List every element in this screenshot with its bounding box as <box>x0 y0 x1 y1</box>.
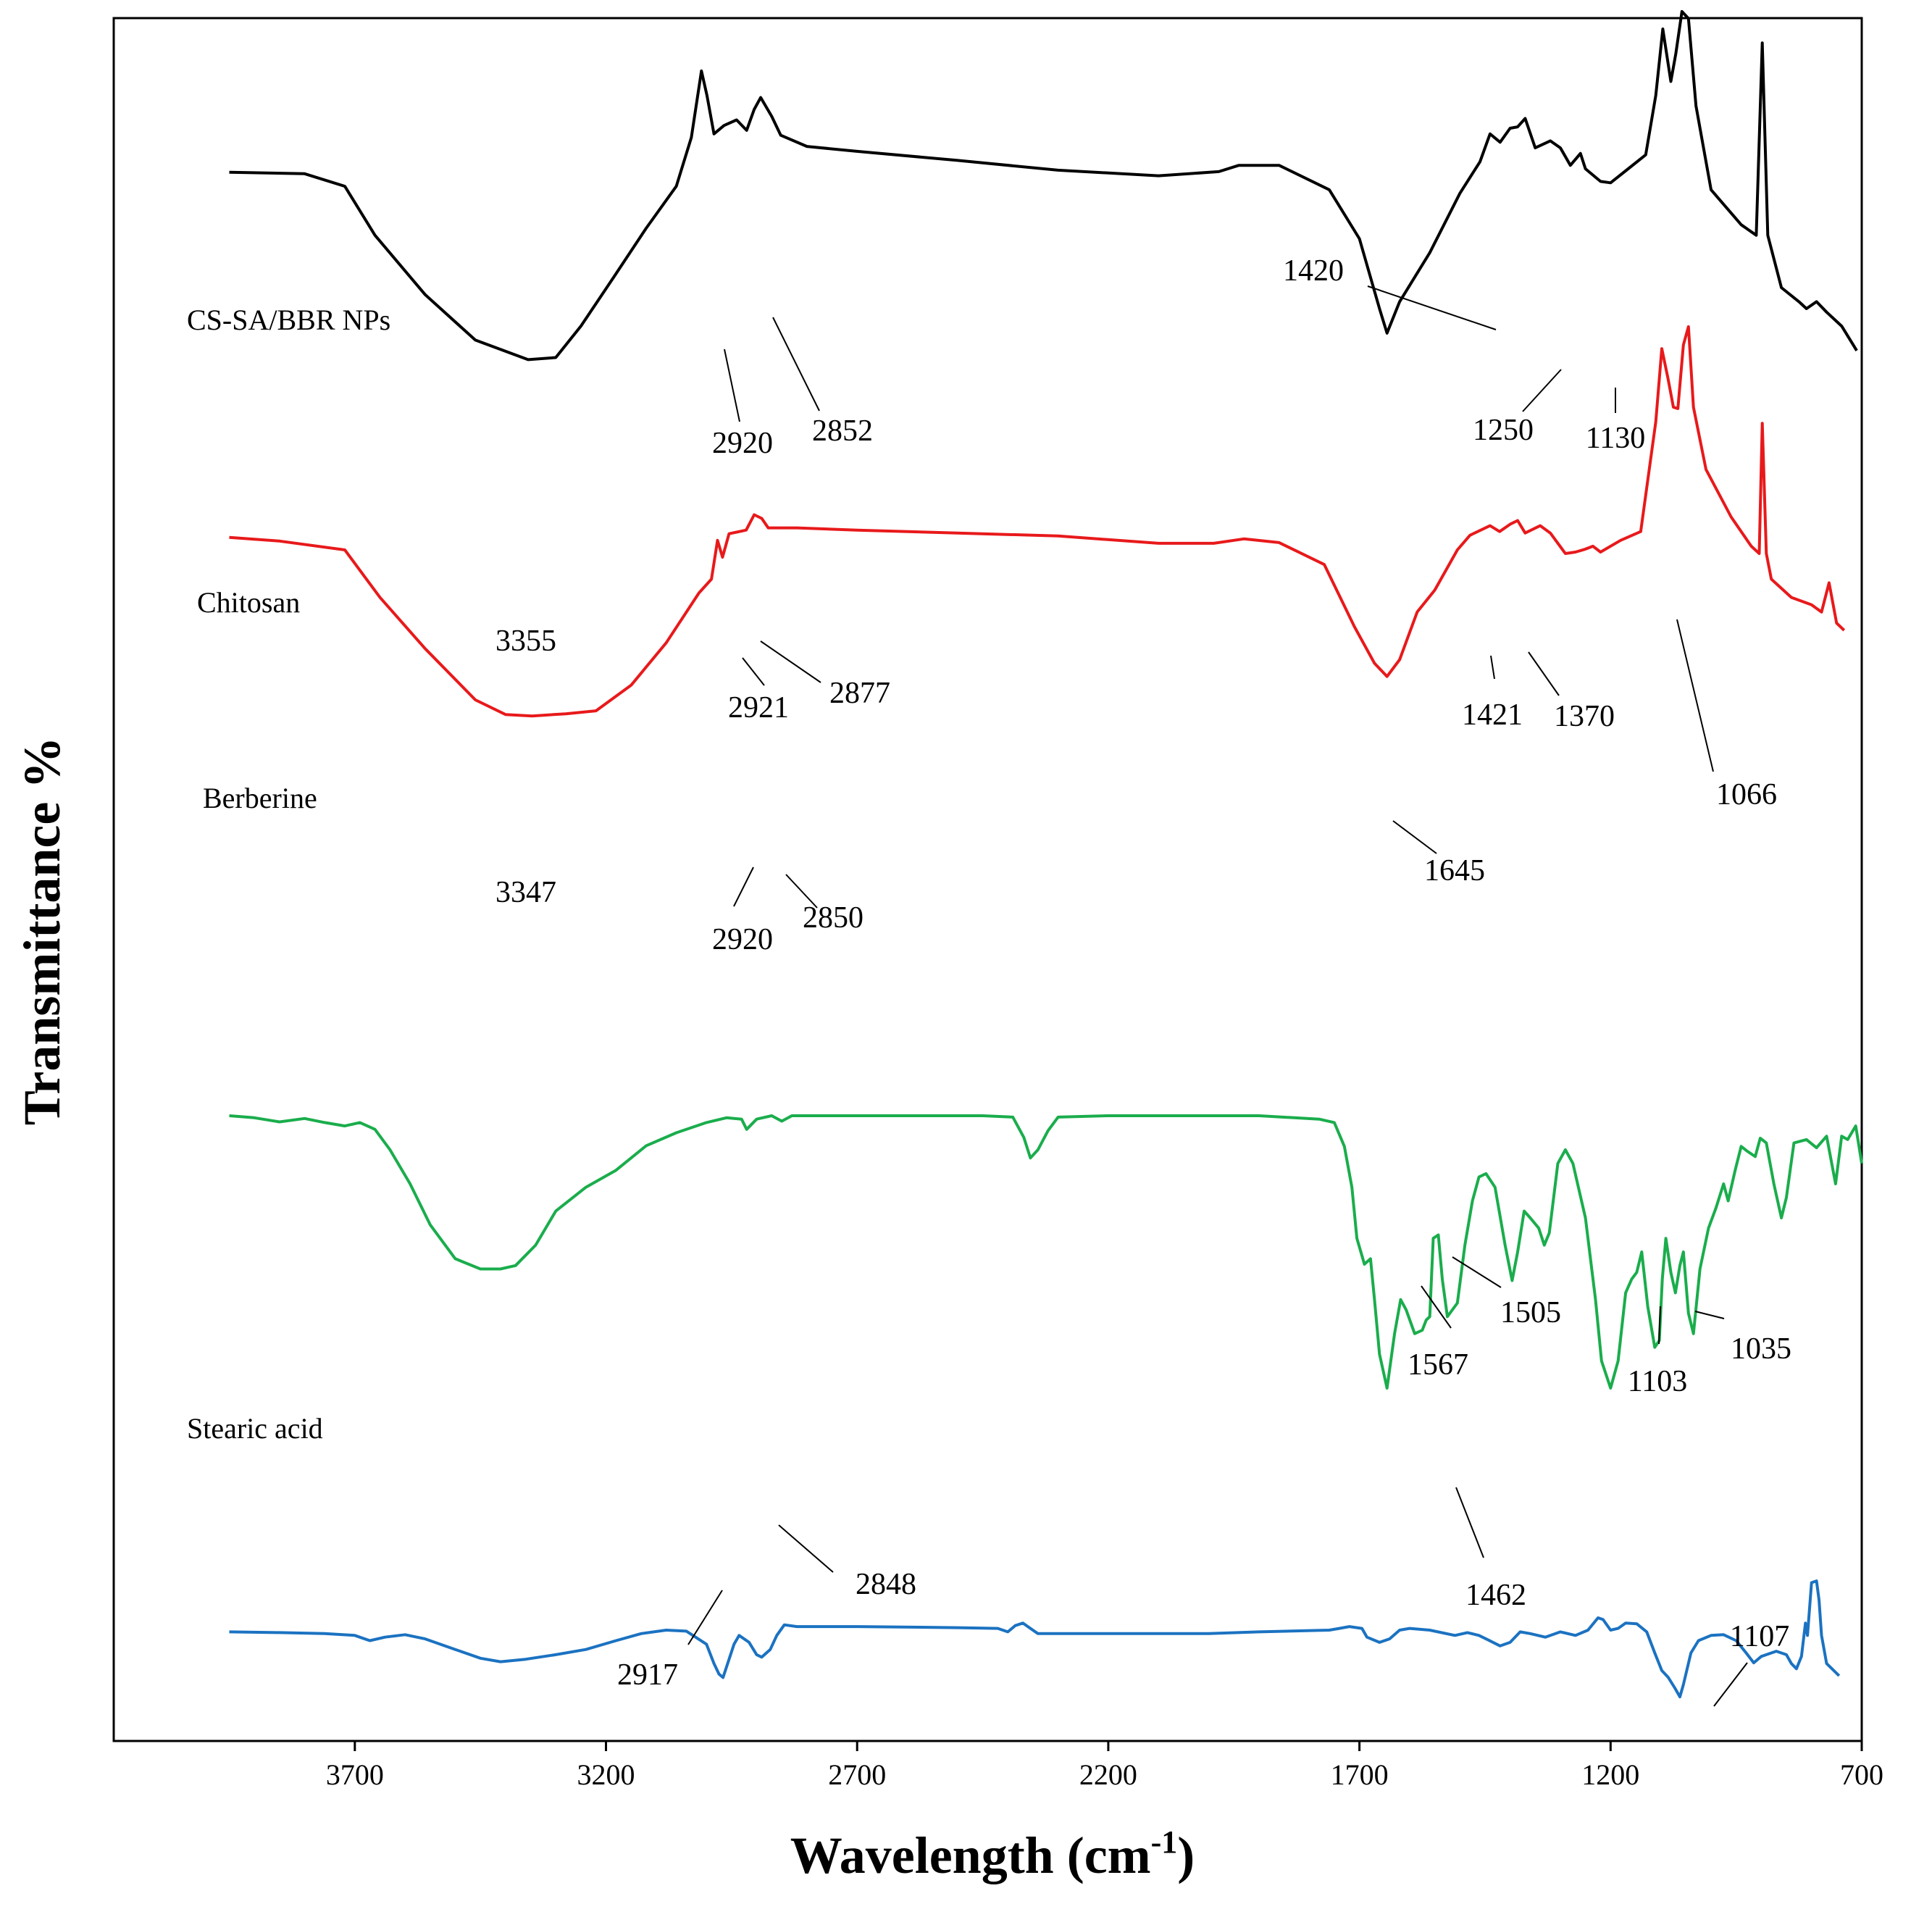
annotation-leader <box>1522 369 1562 412</box>
peak-annotation: 2917 <box>617 1658 678 1692</box>
peak-annotation: 1462 <box>1465 1579 1526 1612</box>
series-labels: CS-SA/BBR NPs Chitosan Berberine Stearic ac… <box>187 304 390 1445</box>
series-line-4 <box>229 1579 1841 1699</box>
annotation-leader <box>1421 1285 1452 1329</box>
annotation-leader <box>687 1590 723 1645</box>
annotation-leader <box>1713 1662 1748 1707</box>
annotation-leader <box>1490 655 1495 680</box>
series-label: CS-SA/BBR NPs <box>187 304 390 336</box>
peak-annotation: 2920 <box>712 427 773 460</box>
annotation-leader <box>785 874 818 909</box>
peak-annotations: 3355 2920 2852 1420 1250 1130 3347 2921 2877 1421… <box>495 254 1791 1707</box>
annotation-leader <box>1367 285 1497 330</box>
x-tick-label: 3200 <box>577 1758 635 1791</box>
plot-frame <box>112 17 1863 1742</box>
peak-annotation: 2850 <box>803 901 863 935</box>
annotation-leader <box>1455 1487 1484 1558</box>
series-line-3 <box>229 1114 1863 1390</box>
peak-annotation: 3355 <box>495 625 556 658</box>
peak-annotation: 1567 <box>1408 1348 1468 1382</box>
x-tick-label: 3700 <box>326 1758 384 1791</box>
peak-annotation: 3347 <box>495 876 556 909</box>
peak-annotation: 1420 <box>1283 254 1344 288</box>
annotation-leader <box>1676 619 1714 772</box>
peak-annotation: 2848 <box>856 1568 916 1601</box>
series-line-1 <box>229 9 1858 362</box>
series-lines <box>229 9 1863 1699</box>
peak-annotation: 1250 <box>1473 414 1534 447</box>
annotation-leader <box>724 348 740 422</box>
peak-annotation: 1107 <box>1730 1620 1789 1653</box>
annotation-leader <box>733 867 754 907</box>
peak-annotation: 2852 <box>812 414 873 448</box>
peak-annotation: 2920 <box>712 923 773 956</box>
x-axis-title-close: ) <box>1177 1826 1195 1884</box>
annotation-leader <box>778 1524 834 1573</box>
peak-annotation: 1103 <box>1628 1365 1687 1398</box>
x-tick-label: 700 <box>1840 1758 1883 1791</box>
series-label: Berberine <box>203 782 317 814</box>
x-tick-label: 1200 <box>1581 1758 1639 1791</box>
x-axis-title-sup: -1 <box>1151 1824 1178 1860</box>
peak-annotation: 1066 <box>1716 778 1777 811</box>
x-axis-title: Wavelength (cm-1) <box>790 1824 1195 1884</box>
annotation-leader <box>772 317 820 412</box>
annotation-leader <box>1658 1306 1661 1345</box>
peak-annotation: 1035 <box>1731 1332 1791 1366</box>
series-label: Stearic acid <box>187 1412 323 1445</box>
peak-annotation: 2877 <box>829 677 890 710</box>
annotation-leader <box>1452 1256 1502 1288</box>
series-label: Chitosan <box>197 586 300 619</box>
x-tick-label: 1700 <box>1331 1758 1389 1791</box>
y-axis-title: Transmittance % <box>13 737 71 1126</box>
peak-annotation: 1505 <box>1500 1296 1561 1329</box>
annotation-leader <box>1392 820 1437 854</box>
annotation-leader <box>742 657 765 686</box>
annotation-leader <box>760 640 821 683</box>
x-axis-title-main: Wavelength (cm <box>790 1826 1151 1884</box>
peak-annotation: 1645 <box>1424 854 1485 888</box>
x-tick-label: 2200 <box>1079 1758 1137 1791</box>
peak-annotation: 2921 <box>728 691 789 725</box>
peak-annotation: 1130 <box>1586 422 1645 455</box>
series-line-2 <box>229 325 1846 718</box>
annotation-leader <box>1694 1311 1725 1319</box>
annotation-leader <box>1528 651 1560 696</box>
x-tick-label: 2700 <box>828 1758 886 1791</box>
peak-annotation: 1421 <box>1462 698 1523 732</box>
peak-annotation: 1370 <box>1554 700 1615 733</box>
x-ticks: 3700 3200 2700 2200 1700 1200 700 <box>326 1741 1883 1791</box>
